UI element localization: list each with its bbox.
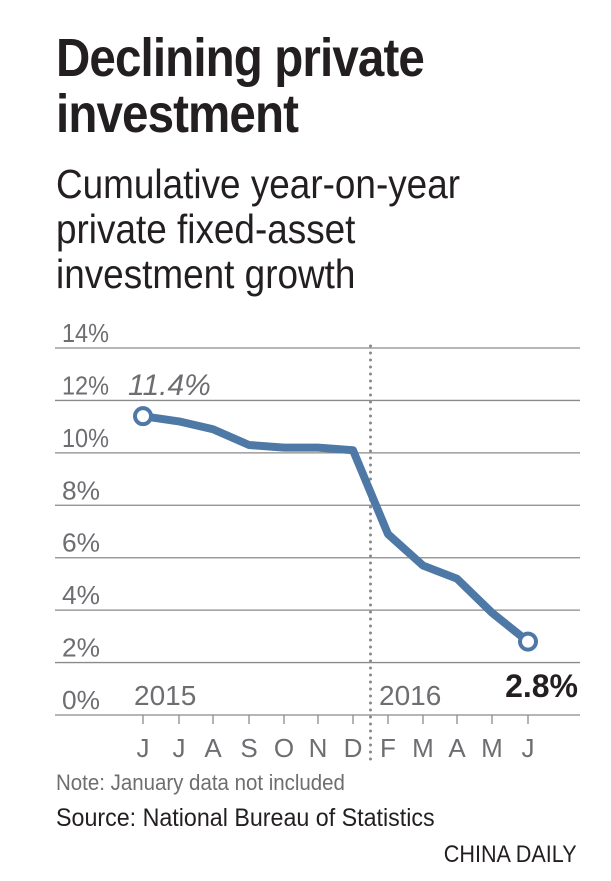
year-label-2015: 2015 [134, 680, 196, 711]
x-tick-label: M [412, 733, 434, 763]
y-tick-label: 8% [62, 475, 100, 505]
x-tick-label: A [204, 733, 222, 763]
x-tick-label: S [240, 733, 257, 763]
title-line-1: Declining private [56, 28, 425, 88]
source: Source: National Bureau of Statistics [56, 804, 435, 832]
y-tick-label: 2% [62, 633, 100, 663]
series-line [142, 412, 531, 645]
last-value-label: 2.8% [505, 668, 578, 704]
y-tick-label: 4% [62, 580, 100, 610]
x-tick-label: M [481, 733, 503, 763]
y-tick-label: 14% [62, 318, 109, 348]
chart-title: Declining private investment [56, 28, 425, 144]
year-label-2016: 2016 [379, 680, 441, 711]
subtitle-line-1: Cumulative year-on-year [56, 161, 461, 207]
brand-logo: CHINA DAILY [444, 841, 577, 868]
x-tick-label: J [137, 733, 150, 763]
data-point-marker [133, 406, 153, 427]
x-tick-label: J [522, 733, 535, 763]
y-tick-label: 0% [62, 685, 100, 715]
y-tick-label: 12% [62, 370, 109, 400]
x-tick-label: N [309, 733, 328, 763]
subtitle-line-2: private fixed-asset [56, 206, 356, 252]
x-tick-label: F [380, 733, 396, 763]
chart-subtitle: Cumulative year-on-year private fixed-as… [56, 162, 460, 297]
subtitle-line-3: investment growth [56, 251, 356, 297]
y-tick-label: 10% [62, 423, 109, 453]
note: Note: January data not included [56, 770, 345, 795]
x-tick-label: A [448, 733, 466, 763]
data-point-marker [518, 631, 538, 652]
y-tick-label: 6% [62, 528, 100, 558]
x-tick-label: D [344, 733, 363, 763]
first-value-label: 11.4% [128, 369, 211, 402]
title-line-2: investment [56, 84, 299, 144]
x-tick-label: O [274, 733, 294, 763]
x-tick-label: J [173, 733, 186, 763]
